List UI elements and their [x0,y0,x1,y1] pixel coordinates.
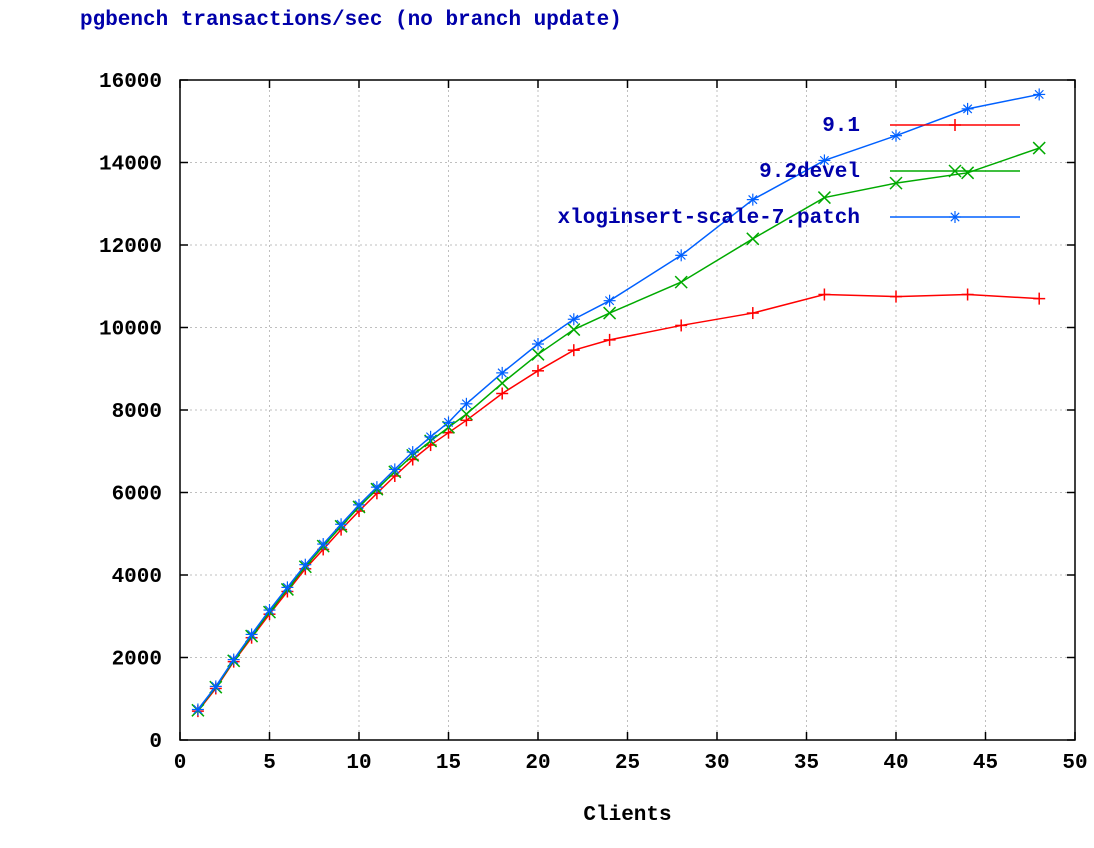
ytick-label: 10000 [99,319,162,342]
x-axis-label: Clients [583,804,671,827]
xtick-label: 40 [883,752,908,775]
ytick-label: 2000 [112,649,162,672]
xtick-label: 20 [525,752,550,775]
xtick-label: 5 [263,752,276,775]
legend-label: 9.1 [822,115,860,138]
chart-svg: pgbench transactions/sec (no branch upda… [0,0,1094,848]
xtick-label: 15 [436,752,461,775]
xtick-label: 30 [704,752,729,775]
ytick-label: 0 [149,731,162,754]
chart-title: pgbench transactions/sec (no branch upda… [80,9,622,32]
xtick-label: 35 [794,752,819,775]
xtick-label: 0 [174,752,187,775]
legend-label: 9.2devel [759,161,860,184]
ytick-label: 4000 [112,566,162,589]
legend-label: xloginsert-scale-7.patch [558,207,860,230]
xtick-label: 10 [346,752,371,775]
xtick-label: 25 [615,752,640,775]
chart-container: pgbench transactions/sec (no branch upda… [0,0,1094,848]
ytick-label: 12000 [99,236,162,259]
ytick-label: 16000 [99,71,162,94]
ytick-label: 8000 [112,401,162,424]
xtick-label: 45 [973,752,998,775]
ytick-label: 14000 [99,154,162,177]
ytick-label: 6000 [112,484,162,507]
xtick-label: 50 [1062,752,1087,775]
